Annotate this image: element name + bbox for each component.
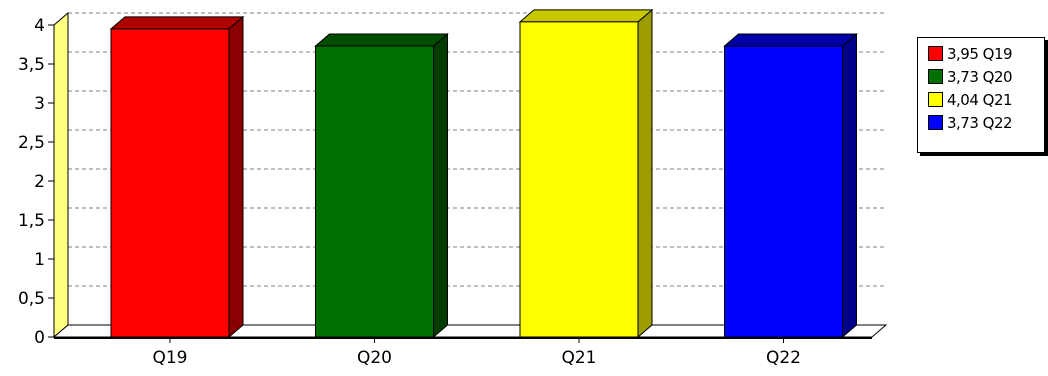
legend-swatch-q20 (928, 69, 943, 84)
x-tick-label-q22: Q22 (766, 348, 801, 368)
bar-front (110, 28, 230, 338)
x-axis-labels: Q19 Q20 Q21 Q22 (152, 337, 801, 368)
x-tick-label-q19: Q19 (152, 348, 187, 368)
bar-q22 (723, 32, 858, 339)
bar-side (433, 32, 448, 339)
y-tick-label: 2,5 (18, 133, 45, 153)
legend-label-q21: 4,04 Q21 (947, 90, 1013, 109)
bar-front (724, 45, 843, 338)
bar-top (109, 16, 245, 30)
y-tick-label: 4 (34, 16, 45, 36)
y-tick-label: 2 (34, 172, 45, 192)
y-tick-label: 0 (34, 328, 45, 348)
legend-item-q20: 3,73 Q20 (928, 65, 1044, 88)
bar-front (519, 21, 639, 338)
legend-swatch-q22 (928, 115, 943, 130)
bar-top (723, 33, 858, 47)
y-tick-label: 1,5 (18, 211, 45, 231)
legend-swatch-q19 (928, 46, 943, 61)
bar-front (315, 45, 434, 338)
legend-label-q19: 3,95 Q19 (947, 44, 1013, 63)
bar-side (637, 8, 653, 339)
legend-swatch-q21 (928, 92, 943, 107)
y-tick-label: 3,5 (18, 55, 45, 75)
bar-top (314, 33, 449, 47)
legend: 3,95 Q19 3,73 Q20 4,04 Q21 3,73 Q22 (917, 37, 1045, 153)
legend-label-q22: 3,73 Q22 (947, 113, 1013, 132)
bar-side (842, 32, 857, 339)
x-tick-label-q21: Q21 (561, 348, 596, 368)
bar-q20 (314, 32, 449, 339)
bar-side (228, 15, 244, 339)
legend-item-q22: 3,73 Q22 (928, 111, 1044, 134)
bar-top (518, 9, 654, 23)
chart-walls (52, 11, 888, 339)
bar-q19 (109, 15, 245, 339)
y-tick-label: 3 (34, 94, 45, 114)
y-tick-label: 1 (34, 250, 45, 270)
left-wall (53, 11, 69, 339)
y-tick-label: 0,5 (18, 289, 45, 309)
bars (109, 8, 858, 339)
legend-item-q19: 3,95 Q19 (928, 42, 1044, 65)
legend-label-q20: 3,73 Q20 (947, 67, 1013, 86)
x-tick-label-q20: Q20 (357, 348, 392, 368)
legend-item-q21: 4,04 Q21 (928, 88, 1044, 111)
bar-q21 (518, 8, 654, 339)
y-axis-ticks: 0 0,5 1 1,5 2 2,5 3 3,5 4 (18, 16, 55, 348)
